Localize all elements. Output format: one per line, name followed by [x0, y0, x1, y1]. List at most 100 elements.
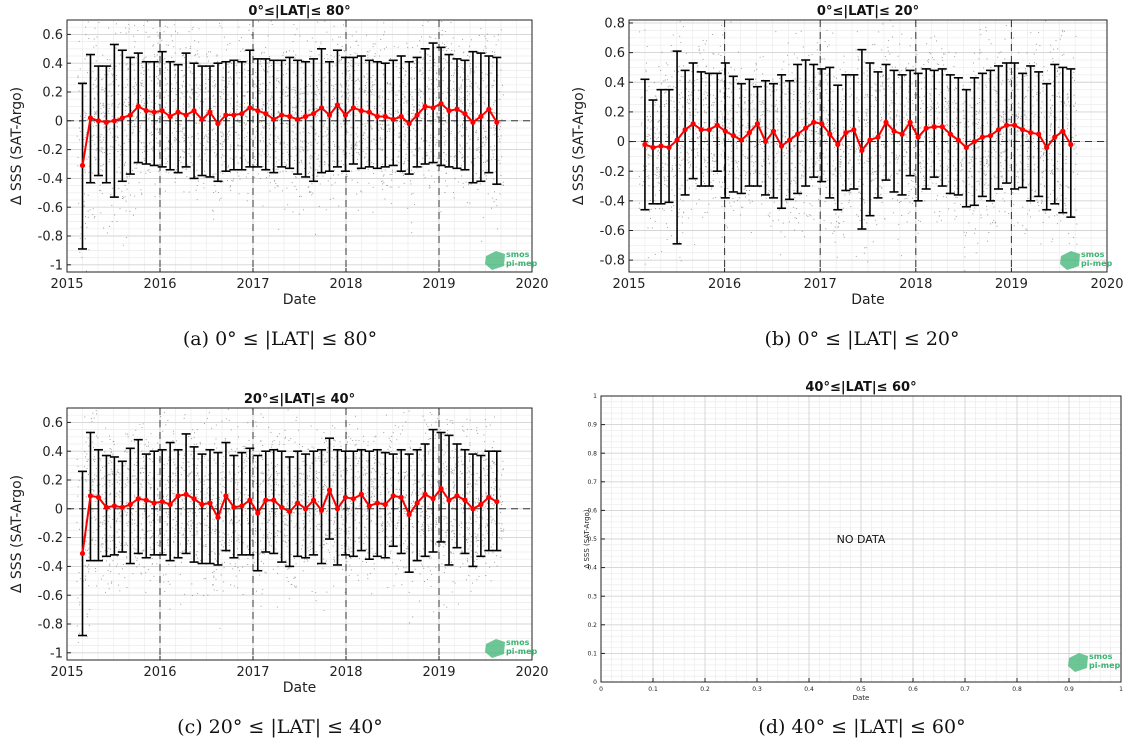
scatter-point	[436, 115, 438, 117]
scatter-point	[721, 78, 723, 80]
scatter-point	[647, 127, 649, 129]
scatter-point	[428, 169, 430, 171]
scatter-point	[286, 73, 288, 75]
scatter-point	[252, 150, 254, 152]
scatter-point	[800, 30, 802, 32]
scatter-point	[308, 110, 310, 112]
scatter-point	[694, 115, 696, 117]
scatter-point	[687, 162, 689, 164]
scatter-point	[237, 101, 239, 103]
scatter-point	[100, 147, 102, 149]
scatter-point	[809, 112, 811, 114]
scatter-point	[445, 173, 447, 175]
scatter-point	[481, 145, 483, 147]
scatter-point	[194, 77, 196, 79]
scatter-point	[673, 101, 675, 103]
scatter-point	[799, 102, 801, 104]
scatter-point	[260, 53, 262, 55]
scatter-point	[818, 199, 820, 201]
scatter-point	[441, 30, 443, 32]
scatter-point	[164, 150, 166, 152]
scatter-point	[495, 127, 497, 129]
mean-point	[111, 118, 117, 124]
scatter-point	[459, 145, 461, 147]
scatter-point	[886, 125, 888, 127]
scatter-point	[720, 110, 722, 112]
scatter-point	[298, 115, 300, 117]
scatter-point	[447, 87, 449, 89]
scatter-point	[434, 47, 436, 49]
scatter-point	[329, 198, 331, 200]
scatter-point	[815, 163, 817, 165]
scatter-point	[314, 91, 316, 93]
scatter-point	[445, 59, 447, 61]
scatter-point	[91, 139, 93, 141]
scatter-point	[433, 59, 435, 61]
scatter-point	[656, 166, 658, 168]
scatter-point	[258, 21, 260, 23]
scatter-point	[207, 141, 209, 143]
scatter-point	[485, 131, 487, 133]
scatter-point	[276, 161, 278, 163]
scatter-point	[232, 83, 234, 85]
scatter-point	[196, 199, 198, 201]
scatter-point	[421, 91, 423, 93]
scatter-point	[443, 123, 445, 125]
scatter-point	[356, 145, 358, 147]
scatter-point	[473, 164, 475, 166]
scatter-point	[300, 110, 302, 112]
scatter-point	[152, 146, 154, 148]
scatter-point	[135, 57, 137, 59]
scatter-point	[769, 191, 771, 193]
scatter-point	[284, 105, 286, 107]
scatter-point	[441, 34, 443, 36]
scatter-point	[762, 181, 764, 183]
scatter-point	[443, 117, 445, 119]
scatter-point	[231, 108, 233, 110]
scatter-point	[262, 150, 264, 152]
scatter-point	[423, 77, 425, 79]
scatter-point	[838, 216, 840, 218]
scatter-point	[303, 127, 305, 129]
scatter-point	[809, 214, 811, 216]
scatter-point	[793, 93, 795, 95]
scatter-point	[357, 209, 359, 211]
scatter-point	[337, 109, 339, 111]
scatter-point	[483, 101, 485, 103]
scatter-point	[261, 51, 263, 53]
scatter-point	[239, 58, 241, 60]
scatter-point	[354, 145, 356, 147]
scatter-point	[245, 160, 247, 162]
mean-point	[422, 103, 428, 109]
scatter-point	[739, 126, 741, 128]
scatter-point	[125, 105, 127, 107]
scatter-point	[247, 192, 249, 194]
scatter-point	[174, 136, 176, 138]
scatter-point	[140, 101, 142, 103]
scatter-point	[787, 178, 789, 180]
scatter-point	[277, 70, 279, 72]
scatter-point	[338, 205, 340, 207]
scatter-point	[786, 194, 788, 196]
scatter-point	[207, 133, 209, 135]
scatter-point	[301, 162, 303, 164]
scatter-point	[460, 84, 462, 86]
scatter-point	[476, 132, 478, 134]
scatter-point	[378, 96, 380, 98]
scatter-point	[690, 114, 692, 116]
scatter-point	[445, 154, 447, 156]
scatter-point	[850, 183, 852, 185]
scatter-point	[462, 127, 464, 129]
scatter-point	[295, 105, 297, 107]
scatter-point	[213, 173, 215, 175]
scatter-point	[442, 49, 444, 51]
scatter-point	[347, 61, 349, 63]
scatter-point	[742, 154, 744, 156]
scatter-point	[720, 186, 722, 188]
scatter-point	[213, 218, 215, 220]
scatter-point	[703, 93, 705, 95]
scatter-point	[254, 156, 256, 158]
scatter-point	[371, 128, 373, 130]
scatter-point	[466, 78, 468, 80]
scatter-point	[365, 62, 367, 64]
